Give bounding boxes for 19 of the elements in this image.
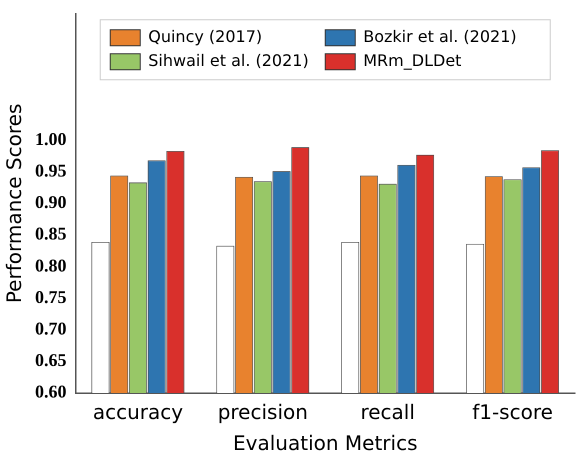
x-tick-label: f1-score	[472, 400, 553, 424]
x-tick-label: precision	[218, 400, 308, 424]
y-tick-label: 0.75	[35, 286, 66, 307]
y-tick-label: 0.80	[35, 255, 66, 276]
y-axis-title: Performance Scores	[2, 104, 26, 304]
x-tick-label: accuracy	[92, 400, 184, 424]
y-tick-label: 0.90	[35, 192, 66, 212]
x-axis-title: Evaluation Metrics	[233, 431, 418, 456]
y-tick-label: 0.60	[35, 382, 66, 402]
legend-label: Sihwail et al. (2021)	[148, 50, 309, 70]
y-tick-label: 1.00	[35, 128, 66, 149]
legend-label: MRm_DLDet	[363, 50, 462, 70]
y-tick-label: 0.70	[35, 318, 66, 338]
y-tick-label: 0.65	[35, 350, 66, 370]
legend-label: Bozkir et al. (2021)	[363, 26, 517, 46]
legend-label: Quincy (2017)	[148, 26, 262, 46]
y-tick-label: 0.95	[35, 160, 66, 180]
y-tick-label: 0.85	[35, 224, 66, 244]
x-tick-label: recall	[360, 400, 415, 424]
